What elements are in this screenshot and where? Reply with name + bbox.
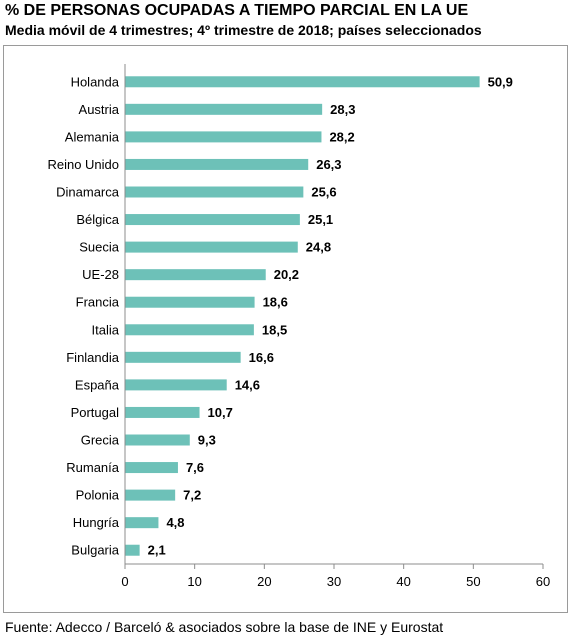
data-label: 10,7 — [208, 405, 233, 420]
source-note: Fuente: Adecco / Barceló & asociados sob… — [5, 619, 444, 635]
category-label: Suecia — [79, 240, 120, 255]
data-label: 50,9 — [488, 74, 513, 89]
bar — [125, 517, 159, 529]
bar — [125, 76, 480, 88]
data-label: 20,2 — [274, 267, 299, 282]
data-label: 26,3 — [316, 157, 341, 172]
category-label: Dinamarca — [56, 185, 120, 200]
data-label: 28,2 — [329, 129, 354, 144]
category-label: Bulgaria — [71, 543, 119, 558]
x-tick-label: 50 — [466, 574, 480, 589]
bar — [125, 544, 140, 556]
bars-group: Holanda 50,9 Austria 28,3 Alemania 28,2 Reino … — [47, 74, 512, 557]
x-tick-label: 60 — [536, 574, 550, 589]
chart-subtitle: Media móvil de 4 trimestres; 4º trimestr… — [5, 22, 482, 38]
bar — [125, 214, 300, 226]
data-label: 4,8 — [166, 515, 184, 530]
category-label: Bélgica — [76, 212, 119, 227]
data-label: 28,3 — [330, 102, 355, 117]
category-label: Rumanía — [66, 460, 120, 475]
bar — [125, 434, 190, 446]
bar — [125, 158, 309, 170]
x-tick-label: 0 — [121, 574, 128, 589]
category-label: Italia — [92, 322, 120, 337]
bar — [125, 351, 241, 363]
category-label: Austria — [79, 102, 120, 117]
data-label: 9,3 — [198, 433, 216, 448]
plot-frame — [3, 45, 568, 613]
data-label: 24,8 — [306, 240, 331, 255]
bar — [125, 103, 323, 115]
bar — [125, 269, 266, 281]
x-tick-label: 20 — [257, 574, 271, 589]
x-tick-label: 40 — [396, 574, 410, 589]
data-label: 2,1 — [148, 543, 166, 558]
category-label: Polonia — [76, 488, 120, 503]
category-label: Francia — [76, 295, 120, 310]
x-tick-label: 30 — [327, 574, 341, 589]
category-label: Finlandia — [66, 350, 120, 365]
bar — [125, 462, 178, 474]
data-label: 14,6 — [235, 377, 260, 392]
bar — [125, 379, 227, 391]
bar — [125, 241, 298, 253]
chart-title: % DE PERSONAS OCUPADAS A TIEMPO PARCIAL … — [5, 2, 469, 19]
bar — [125, 324, 254, 336]
bar — [125, 296, 255, 308]
category-label: Hungría — [73, 515, 120, 530]
data-label: 7,2 — [183, 488, 201, 503]
data-label: 18,6 — [263, 295, 288, 310]
bar — [125, 186, 304, 198]
data-label: 25,1 — [308, 212, 333, 227]
category-label: Portugal — [71, 405, 120, 420]
category-label: Reino Unido — [47, 157, 119, 172]
data-label: 18,5 — [262, 322, 287, 337]
data-label: 7,6 — [186, 460, 204, 475]
bar — [125, 489, 176, 501]
bar — [125, 406, 200, 418]
category-label: España — [75, 377, 120, 392]
category-label: Holanda — [71, 74, 120, 89]
data-label: 16,6 — [249, 350, 274, 365]
category-label: Alemania — [65, 129, 120, 144]
category-label: Grecia — [81, 433, 120, 448]
data-label: 25,6 — [311, 185, 336, 200]
bar — [125, 131, 322, 143]
x-tick-label: 10 — [187, 574, 201, 589]
category-label: UE-28 — [82, 267, 119, 282]
x-axis: 0 10 20 30 40 50 60 — [121, 64, 550, 589]
